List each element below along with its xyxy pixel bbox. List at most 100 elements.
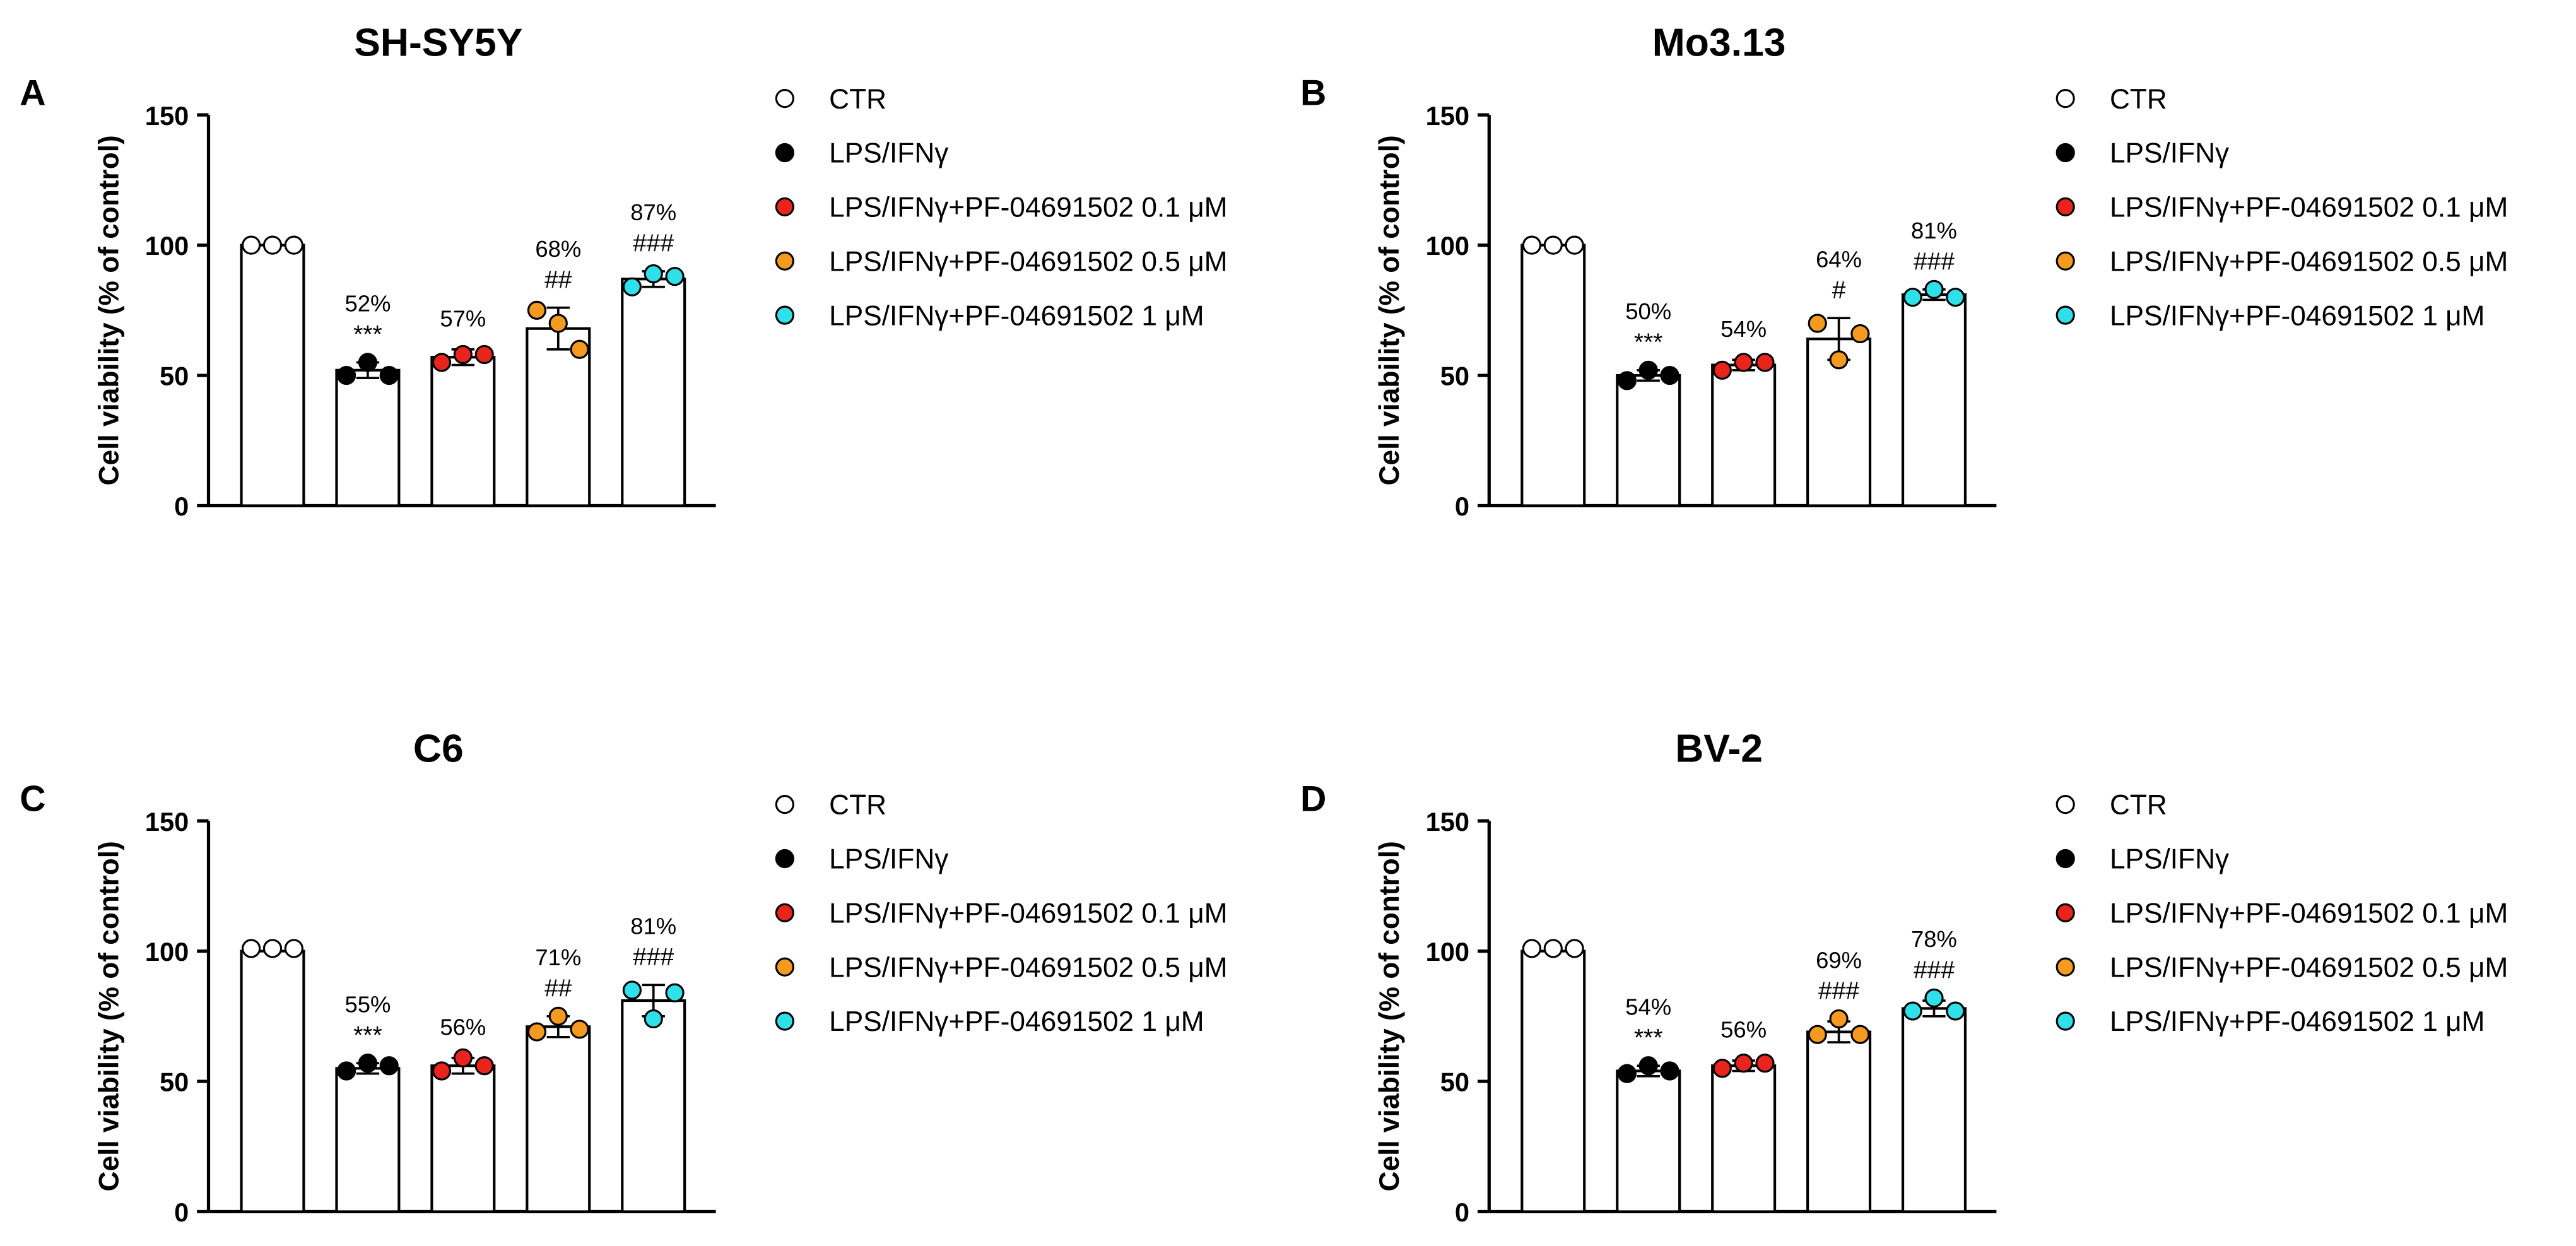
data-point <box>1755 353 1775 372</box>
legend-marker <box>2056 1011 2075 1031</box>
legend-label: LPS/IFNγ <box>2110 844 2229 875</box>
data-point <box>1850 324 1870 344</box>
data-point <box>527 1022 547 1042</box>
significance-label: *** <box>353 321 382 348</box>
data-point <box>262 939 283 958</box>
chart-title: SH-SY5Y <box>354 20 522 64</box>
y-tick-label: 100 <box>1426 231 1469 261</box>
significance-label: # <box>1832 277 1846 304</box>
percent-label: 64% <box>1816 247 1862 273</box>
significance-label: ## <box>544 266 572 293</box>
data-point <box>1829 1009 1849 1029</box>
data-point <box>1924 988 1944 1008</box>
data-point <box>1543 235 1563 255</box>
y-tick-label: 50 <box>160 361 189 391</box>
data-point <box>284 235 303 255</box>
legend-label: LPS/IFNγ <box>829 844 948 875</box>
data-point <box>432 353 452 372</box>
data-point <box>1712 1059 1732 1078</box>
legend-marker <box>2056 795 2075 814</box>
legend-label: LPS/IFNγ+PF-04691502 0.5 μM <box>829 246 1227 277</box>
bar <box>430 356 496 507</box>
percent-label: 71% <box>535 944 581 970</box>
legend-label: LPS/IFNγ+PF-04691502 1 μM <box>829 300 1204 331</box>
bar <box>1901 293 1967 507</box>
significance-label: ### <box>633 230 674 257</box>
data-point <box>1924 279 1944 299</box>
bar <box>1520 949 1586 1213</box>
percent-label: 81% <box>630 914 676 939</box>
bar <box>526 1025 591 1213</box>
legend-marker <box>2056 251 2075 271</box>
legend-label: LPS/IFNγ+PF-04691502 1 μM <box>2110 300 2485 331</box>
percent-label: 87% <box>630 199 676 225</box>
data-point <box>1638 1056 1658 1076</box>
legend-marker <box>2056 305 2075 325</box>
legend-marker <box>775 197 794 216</box>
data-point <box>1565 939 1584 958</box>
significance-label: *** <box>1634 1025 1663 1052</box>
data-point <box>665 983 685 1002</box>
data-point <box>358 353 378 372</box>
legend-marker <box>2056 957 2075 977</box>
y-axis-label: Cell viability (% of control) <box>93 135 124 485</box>
data-point <box>262 235 283 255</box>
legend-label: LPS/IFNγ+PF-04691502 0.5 μM <box>829 952 1227 983</box>
significance-label: ### <box>1818 978 1859 1005</box>
y-tick-label: 0 <box>1455 1197 1469 1227</box>
data-point <box>622 277 642 297</box>
y-tick-label: 50 <box>160 1067 189 1097</box>
percent-label: 56% <box>440 1014 486 1040</box>
data-point <box>242 235 261 255</box>
data-point <box>379 1056 399 1076</box>
legend-marker <box>2056 89 2075 109</box>
panel-a: A SH-SY5Y Cell viability (% of control) 0 50… <box>20 20 1227 521</box>
bar <box>621 999 686 1213</box>
legend-marker <box>2056 197 2075 216</box>
panel-letter: D <box>1300 779 1326 820</box>
data-point <box>453 344 473 365</box>
legend-marker <box>775 903 794 922</box>
chart-title: Mo3.13 <box>1652 20 1786 64</box>
data-point <box>1829 350 1849 370</box>
bar <box>430 1064 496 1213</box>
percent-label: 50% <box>1625 298 1671 324</box>
bar <box>1806 1030 1872 1213</box>
percent-label: 54% <box>1720 316 1767 342</box>
y-tick-label: 150 <box>1426 807 1469 837</box>
legend-marker <box>775 143 794 163</box>
legend-label: LPS/IFNγ+PF-04691502 1 μM <box>829 1006 1204 1037</box>
legend-marker <box>775 251 794 271</box>
panel-letter: A <box>20 73 45 114</box>
data-point <box>1903 288 1922 307</box>
data-point <box>336 1061 356 1081</box>
y-tick-label: 100 <box>145 937 189 967</box>
data-point <box>358 1054 378 1073</box>
bar <box>1711 1064 1777 1213</box>
data-point <box>527 300 547 320</box>
y-tick-label: 0 <box>174 1197 189 1227</box>
y-tick-label: 50 <box>1440 1067 1469 1097</box>
data-point <box>379 365 399 385</box>
legend-marker <box>2056 143 2075 163</box>
bar <box>1901 1007 1967 1213</box>
y-tick-label: 150 <box>1426 101 1469 131</box>
percent-label: 55% <box>344 991 391 1017</box>
significance-label: ### <box>1914 249 1955 276</box>
legend-marker <box>775 1011 794 1031</box>
legend-marker <box>775 89 794 109</box>
y-axis-label: Cell viability (% of control) <box>1374 135 1405 485</box>
percent-label: 52% <box>344 291 391 317</box>
panel-c: C C6 Cell viability (% of control) 0 50 100 15… <box>20 726 1227 1227</box>
y-tick-label: 0 <box>1455 491 1469 521</box>
data-point <box>570 339 589 359</box>
legend-label: CTR <box>829 84 886 115</box>
panel-d: D BV-2 Cell viability (% of control) 0 50 100… <box>1300 726 2508 1227</box>
data-point <box>548 1006 568 1026</box>
data-point <box>1543 939 1563 958</box>
data-point <box>336 365 356 385</box>
y-tick-label: 50 <box>1440 361 1469 391</box>
legend-marker <box>2056 903 2075 922</box>
data-point <box>644 264 663 284</box>
data-point <box>1903 1001 1922 1021</box>
